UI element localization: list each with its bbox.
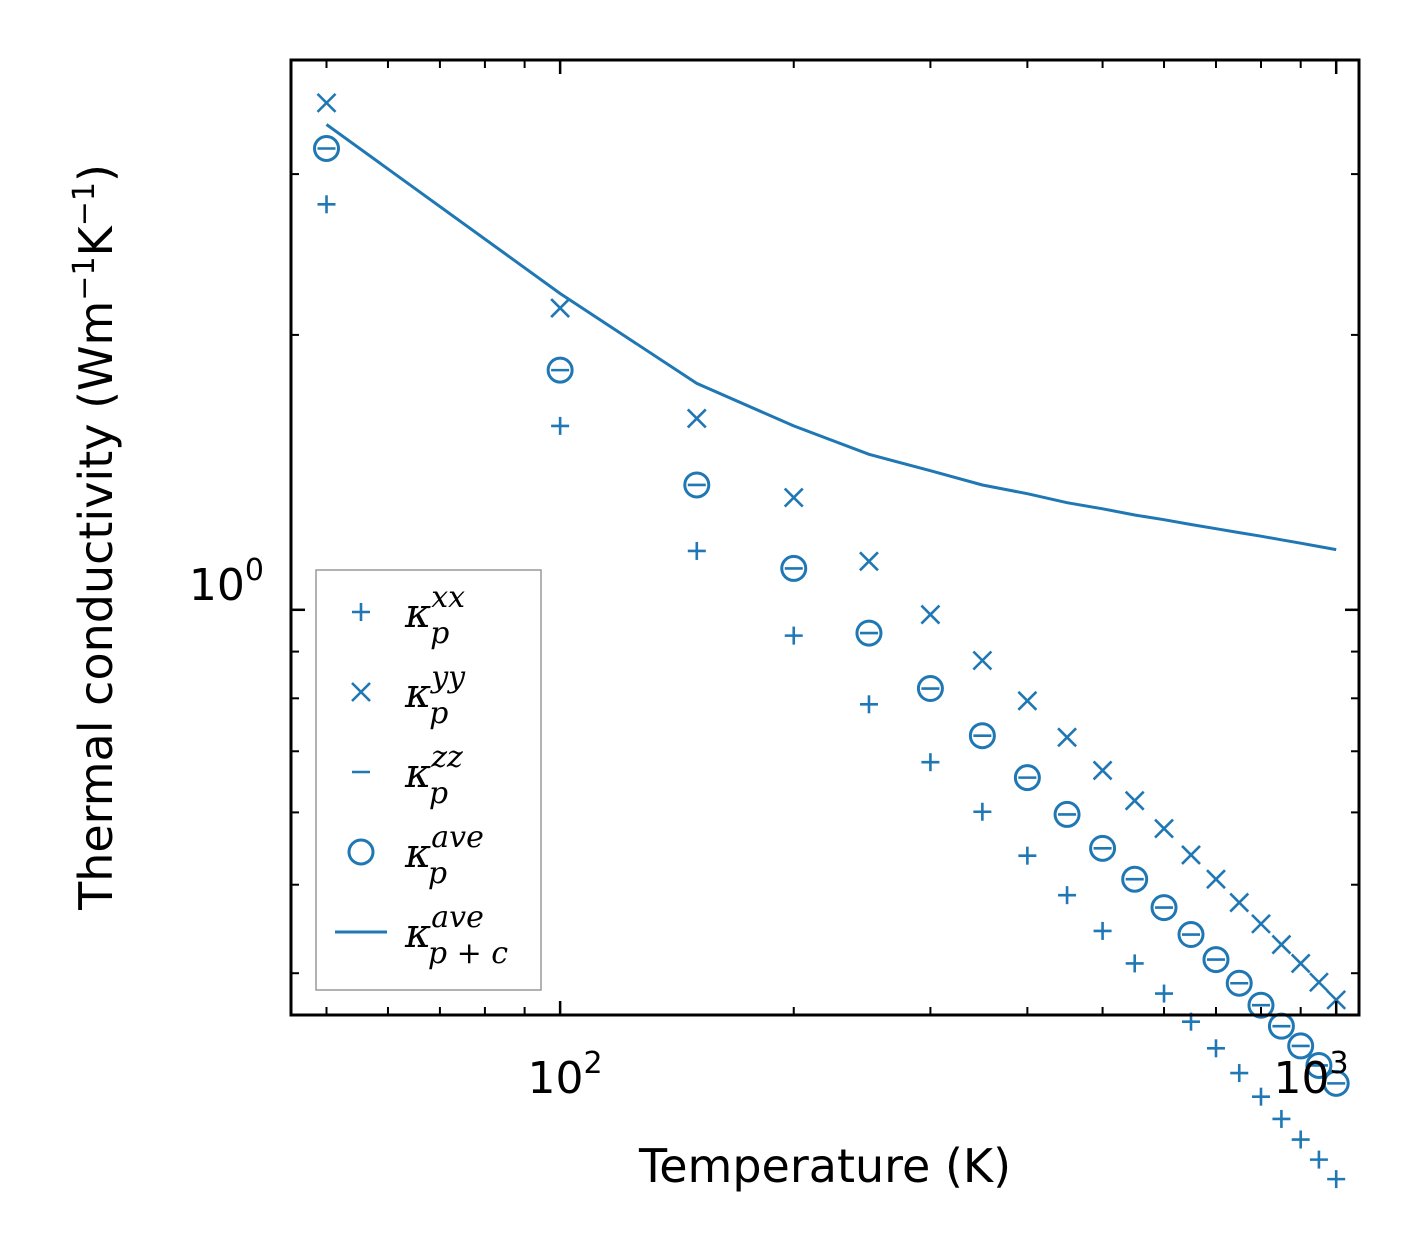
series-kappa_p_xx <box>317 195 1346 1189</box>
legend-label-kappa-zz: κzz p <box>404 740 463 811</box>
data-point-kappa_p_yy <box>1181 845 1201 865</box>
data-point-kappa_p_yy <box>920 604 941 625</box>
legend-label-kappa-pc-ave: κave p + c <box>404 900 508 971</box>
data-point-kappa_p_ave <box>1089 834 1117 862</box>
data-point-kappa_p_xx <box>317 195 336 214</box>
y-axis-title-close: ) <box>69 164 123 182</box>
y-axis-title: Thermal conductivity (Wm−1K−1) <box>67 164 123 911</box>
x-tick-label-100: 102 <box>527 1046 602 1104</box>
data-point-kappa_p_yy <box>1017 690 1038 711</box>
data-point-kappa_p_yy <box>1092 760 1113 781</box>
legend-markers <box>335 603 387 934</box>
data-point-kappa_p_xx <box>973 802 992 821</box>
data-point-kappa_p_xx <box>1018 846 1037 865</box>
data-point-kappa_p_yy <box>1154 818 1174 839</box>
data-point-kappa_p_yy <box>1251 913 1271 934</box>
legend-marker-plus <box>352 603 370 621</box>
data-point-kappa_p_ave <box>1305 1051 1333 1079</box>
data-point-kappa_p_xx <box>921 753 940 772</box>
data-point-kappa_p_yy <box>1308 972 1329 993</box>
series-kappa_p_ave <box>313 134 1350 1097</box>
data-point-kappa_p_ave <box>1322 1069 1350 1097</box>
data-point-kappa_p_xx <box>1230 1064 1249 1083</box>
data-point-kappa_p_ave <box>1202 946 1230 974</box>
data-point-kappa_p_ave <box>916 675 944 703</box>
series-layer <box>313 92 1350 1189</box>
legend-marker-x <box>351 682 371 702</box>
data-point-kappa_p_ave <box>1121 865 1149 893</box>
data-point-kappa_p_ave <box>546 356 574 384</box>
data-point-kappa_p_xx <box>1309 1150 1328 1169</box>
data-point-kappa_p_xx <box>859 695 878 714</box>
legend-marker-circle <box>347 838 375 866</box>
data-point-kappa_p_yy <box>1229 892 1250 913</box>
series-kappa_p_zz <box>317 147 1346 1085</box>
data-point-kappa_p_xx <box>1206 1039 1225 1058</box>
data-point-kappa_p_xx <box>1093 921 1112 940</box>
x-tick-label-1000: 103 <box>1273 1046 1348 1104</box>
y-axis-title-main: Thermal conductivity (Wm <box>69 301 123 911</box>
series-kappa_p_yy <box>316 92 1347 1010</box>
data-point-kappa_p_ave <box>855 619 883 647</box>
data-point-kappa_p_xx <box>1291 1130 1310 1149</box>
x-axis-title: Temperature (K) <box>638 1139 1011 1193</box>
data-point-kappa_p_ave <box>1177 921 1205 949</box>
data-point-kappa_p_yy <box>1124 790 1145 811</box>
data-point-kappa_p_ave <box>1287 1032 1315 1060</box>
legend-label-kappa-xx: κxx p <box>404 580 465 651</box>
data-point-kappa_p_yy <box>686 408 707 429</box>
data-point-kappa_p_yy <box>1206 869 1226 890</box>
legend-box <box>315 569 542 991</box>
data-point-kappa_p_xx <box>551 416 570 435</box>
data-point-kappa_p_ave <box>1150 894 1178 922</box>
series-line-kappa_p+c_ave <box>325 123 1337 552</box>
data-point-kappa_p_yy <box>550 298 571 318</box>
data-point-kappa_p_ave <box>1053 800 1081 828</box>
data-point-kappa_p_ave <box>1013 764 1041 792</box>
legend: κxx p κyy p κzz p κave p κave p + c <box>315 569 542 991</box>
data-point-kappa_p_ave <box>968 722 996 750</box>
data-point-kappa_p_ave <box>683 471 711 499</box>
data-point-kappa_p_ave <box>780 554 808 582</box>
data-point-kappa_p_xx <box>1272 1109 1291 1128</box>
legend-label-kappa-ave: κave p <box>404 820 484 891</box>
y-tick-labels: 100 <box>189 553 264 611</box>
y-axis-title-k: K <box>69 224 123 256</box>
data-point-kappa_p_xx <box>1155 984 1174 1003</box>
legend-label-kappa-yy: κyy p <box>404 660 466 731</box>
data-point-kappa_p_yy <box>1271 934 1292 955</box>
series-kappa_p+c_ave <box>325 123 1337 552</box>
data-point-kappa_p_yy <box>1326 989 1347 1010</box>
data-point-kappa_p_ave <box>313 134 341 162</box>
y-axis-title-m-exp: −1 <box>67 256 102 300</box>
data-point-kappa_p_xx <box>1251 1087 1270 1106</box>
data-point-kappa_p_xx <box>1327 1170 1346 1189</box>
data-point-kappa_p_yy <box>1290 953 1311 974</box>
data-point-kappa_p_yy <box>972 650 993 671</box>
data-point-kappa_p_ave <box>1247 991 1275 1019</box>
data-point-kappa_p_yy <box>783 487 804 508</box>
y-tick-label-1: 100 <box>189 553 264 611</box>
data-point-kappa_p_xx <box>784 626 803 645</box>
data-point-kappa_p_ave <box>1225 969 1253 997</box>
data-point-kappa_p_xx <box>687 541 706 560</box>
plot-frame <box>289 58 1361 1017</box>
data-point-kappa_p_yy <box>316 92 337 113</box>
data-point-kappa_p_xx <box>1125 954 1144 973</box>
data-point-kappa_p_yy <box>859 551 879 572</box>
data-point-kappa_p_yy <box>1057 727 1077 748</box>
data-point-kappa_p_xx <box>1058 886 1077 905</box>
y-axis-title-k-exp: −1 <box>67 182 102 226</box>
x-tick-labels: 102 103 <box>527 1046 1348 1104</box>
